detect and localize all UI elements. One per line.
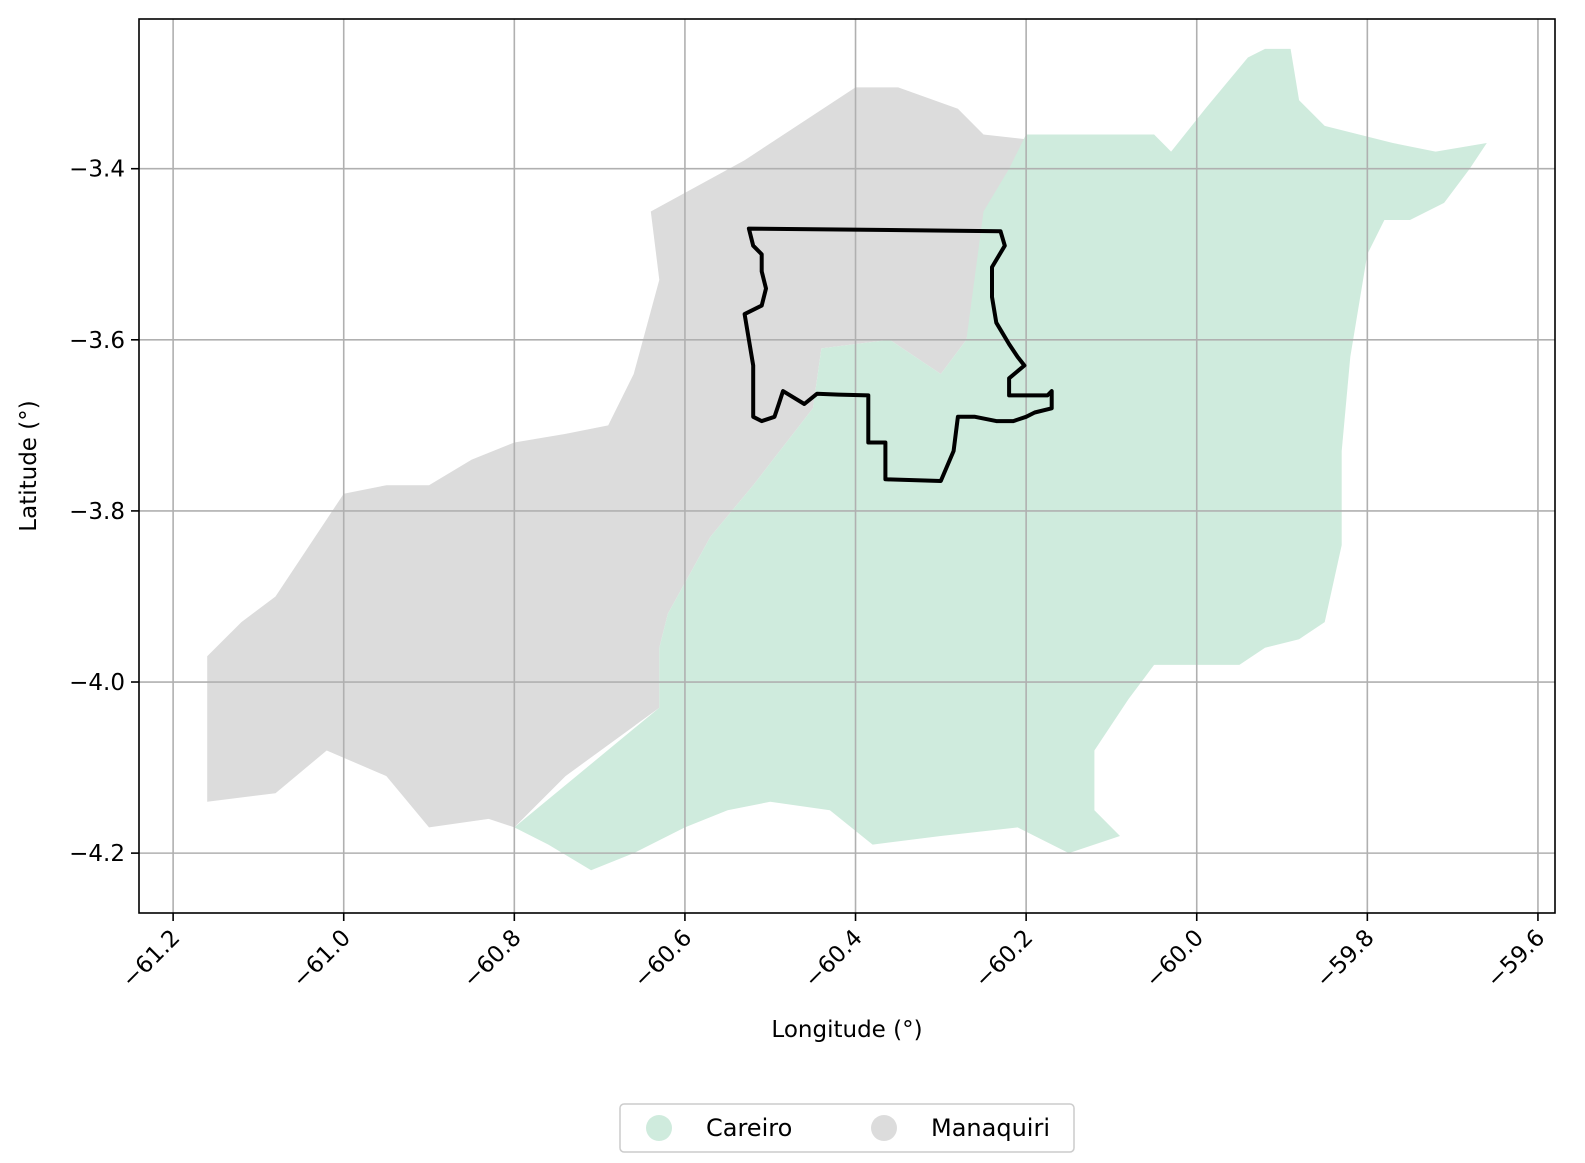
boundary-outline-path	[742, 226, 1054, 483]
x-axis-label: Longitude (°)	[771, 1017, 922, 1043]
y-tick-label: −3.6	[69, 328, 125, 354]
y-axis-label: Latitude (°)	[16, 400, 42, 531]
legend: Careiro Manaquiri	[619, 1103, 1075, 1153]
y-tick-label: −4.2	[69, 841, 125, 867]
region-polygons	[207, 48, 1487, 871]
region-manaquiri	[207, 87, 1061, 828]
legend-label-careiro: Careiro	[706, 1114, 792, 1142]
grid-lines	[139, 19, 1555, 913]
legend-box	[619, 1103, 1075, 1153]
y-tick-label: −3.4	[69, 157, 125, 183]
legend-swatch-careiro	[646, 1115, 672, 1141]
x-tick-label: −59.6	[1482, 925, 1550, 993]
x-tick-label: −59.8	[1311, 925, 1379, 993]
y-tick-label: −4.0	[69, 670, 125, 696]
x-tick-label: −61.0	[288, 925, 356, 993]
boundary-outline	[742, 226, 1054, 483]
x-tick-label: −61.2	[117, 925, 185, 993]
x-tick-label: −60.8	[458, 925, 526, 993]
legend-label-manaquiri: Manaquiri	[931, 1114, 1050, 1142]
y-tick-label: −3.8	[69, 499, 125, 525]
x-axis-ticks: −61.2 −61.0 −60.8 −60.6 −60.4 −60.2 −60.0 −59.8…	[117, 913, 1550, 993]
x-tick-label: −60.6	[629, 925, 697, 993]
legend-swatch-manaquiri	[871, 1115, 897, 1141]
y-axis-ticks: −3.4 −3.6 −3.8 −4.0 −4.2	[69, 157, 139, 867]
plot-frame	[138, 18, 1556, 914]
x-tick-label: −60.0	[1141, 925, 1209, 993]
x-tick-label: −60.4	[800, 925, 868, 993]
x-tick-label: −60.2	[970, 925, 1038, 993]
region-careiro	[514, 48, 1487, 871]
